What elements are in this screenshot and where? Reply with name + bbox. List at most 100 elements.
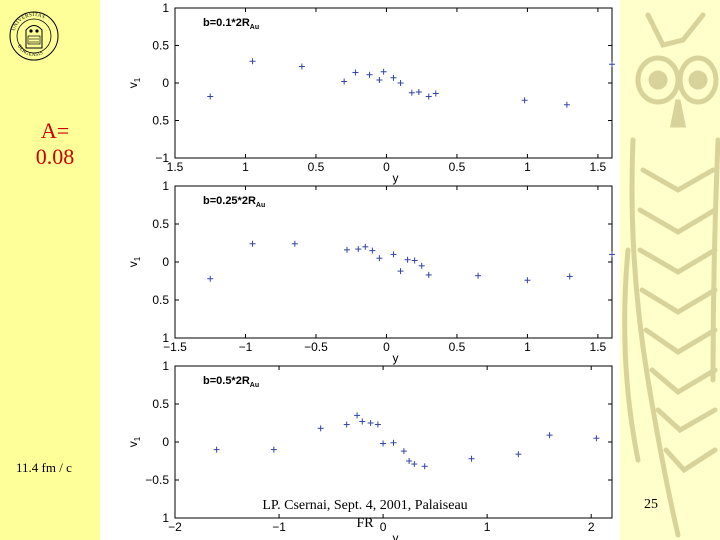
y-tick-label: 1	[162, 1, 169, 15]
y-tick-label: 0	[162, 76, 169, 90]
chart-2: 10.500.51−1.5 −1 −0.5 0 0.5 1 1.5yv1b=0.25*2RA…	[126, 179, 615, 365]
data-point	[298, 63, 305, 70]
amplitude-label-line1: A=	[40, 118, 70, 143]
data-point	[249, 240, 256, 247]
plot-frame	[174, 7, 613, 159]
data-point	[397, 80, 404, 86]
page-number: 25	[644, 497, 658, 512]
data-point	[421, 463, 428, 470]
x-tick-label: 1.5	[590, 340, 607, 354]
y-tick-label: 1	[162, 359, 169, 373]
x-tick-label: −1	[272, 520, 286, 534]
x-tick-label: 0	[383, 160, 390, 174]
data-point	[359, 418, 366, 425]
data-point	[406, 458, 413, 464]
y-tick-label: 0.5	[152, 217, 169, 231]
university-seal-logo: UNIVERSITAS BERGENSIS	[9, 11, 59, 61]
data-point	[352, 69, 359, 76]
data-point	[411, 461, 418, 468]
owl-watermark	[622, 12, 720, 538]
data-point	[380, 440, 387, 447]
data-point	[609, 251, 615, 258]
data-point	[546, 432, 553, 439]
data-point	[415, 89, 422, 95]
data-point	[376, 77, 383, 83]
data-point	[374, 421, 381, 428]
data-point	[418, 262, 425, 269]
data-point	[207, 93, 214, 100]
x-axis-label: y	[393, 351, 399, 365]
data-point	[566, 273, 573, 280]
data-point	[355, 246, 362, 253]
y-tick-label: 1	[162, 179, 169, 193]
data-point	[380, 68, 387, 75]
data-point	[400, 448, 407, 455]
data-point	[425, 93, 432, 100]
x-tick-label: 1.5	[167, 160, 184, 174]
data-point	[317, 425, 324, 432]
data-point	[408, 89, 415, 96]
x-tick-label: 1	[524, 160, 531, 174]
data-point	[376, 255, 383, 262]
y-tick-label: 0	[162, 435, 169, 449]
data-point	[397, 268, 404, 275]
figure-panel: 1 0.5 0 0.5 −1 1.5 1 0.5 0 0.5 1 1.5 y v1 b=0.1*2RAu 1 0…	[100, 0, 620, 540]
y-tick-label: −0.5	[145, 473, 169, 487]
y-tick-label: 0.5	[152, 39, 169, 53]
left-band	[0, 0, 100, 540]
x-tick-label: 2	[588, 520, 595, 534]
x-tick-label: 0.5	[449, 160, 466, 174]
data-point	[390, 251, 397, 258]
x-tick-label: 0	[380, 520, 387, 534]
y-axis-label-subscript: 1	[133, 436, 142, 441]
footer-credit-line1: LP. Csernai, Sept. 4, 2001, Palaiseau	[262, 498, 468, 513]
x-tick-label: 0	[383, 340, 390, 354]
data-point	[249, 58, 256, 65]
time-label: 11.4 fm / c	[16, 460, 72, 475]
data-point	[432, 90, 439, 97]
data-point	[366, 71, 373, 78]
data-point	[369, 247, 376, 254]
y-tick-label: 0.5	[152, 293, 169, 307]
data-point	[411, 257, 418, 264]
x-tick-label: 1	[242, 160, 249, 174]
y-tick-label: 1	[162, 511, 169, 525]
impact-parameter-annotation: b=0.1*2RAu	[203, 17, 259, 31]
data-point	[207, 275, 214, 282]
data-point	[367, 420, 374, 426]
y-axis-label: v1	[126, 436, 142, 447]
data-point	[521, 97, 528, 104]
x-tick-label: 1	[484, 520, 491, 534]
amplitude-label: A= 0.08	[0, 118, 110, 170]
data-point	[404, 256, 411, 263]
data-point	[475, 272, 482, 279]
data-point	[354, 412, 361, 419]
data-point	[425, 271, 432, 278]
data-point	[270, 446, 277, 453]
x-tick-label: 1.5	[590, 160, 607, 174]
y-tick-label: −1	[155, 151, 169, 165]
x-tick-label: −1.5	[163, 340, 187, 354]
x-axis-label: y	[393, 171, 399, 185]
y-axis-label: v1	[126, 77, 142, 88]
data-point	[362, 243, 369, 250]
y-axis-label: v1	[126, 256, 142, 267]
x-axis-label: y	[393, 531, 399, 540]
x-tick-label: −0.5	[304, 340, 328, 354]
data-point	[341, 78, 348, 85]
data-point	[468, 455, 475, 462]
data-point	[609, 61, 615, 68]
data-point	[390, 74, 397, 81]
y-tick-label: 0.5	[152, 114, 169, 128]
plot-frame	[174, 185, 613, 339]
y-tick-label: 1	[162, 331, 169, 345]
y-axis-label-subscript: 1	[133, 256, 142, 261]
data-point	[343, 246, 350, 253]
data-point	[515, 451, 522, 458]
annotation-subscript: Au	[250, 24, 259, 31]
y-axis-label-subscript: 1	[133, 77, 142, 82]
x-tick-label: −1	[239, 340, 253, 354]
impact-parameter-annotation: b=0.25*2RAu	[203, 195, 265, 209]
